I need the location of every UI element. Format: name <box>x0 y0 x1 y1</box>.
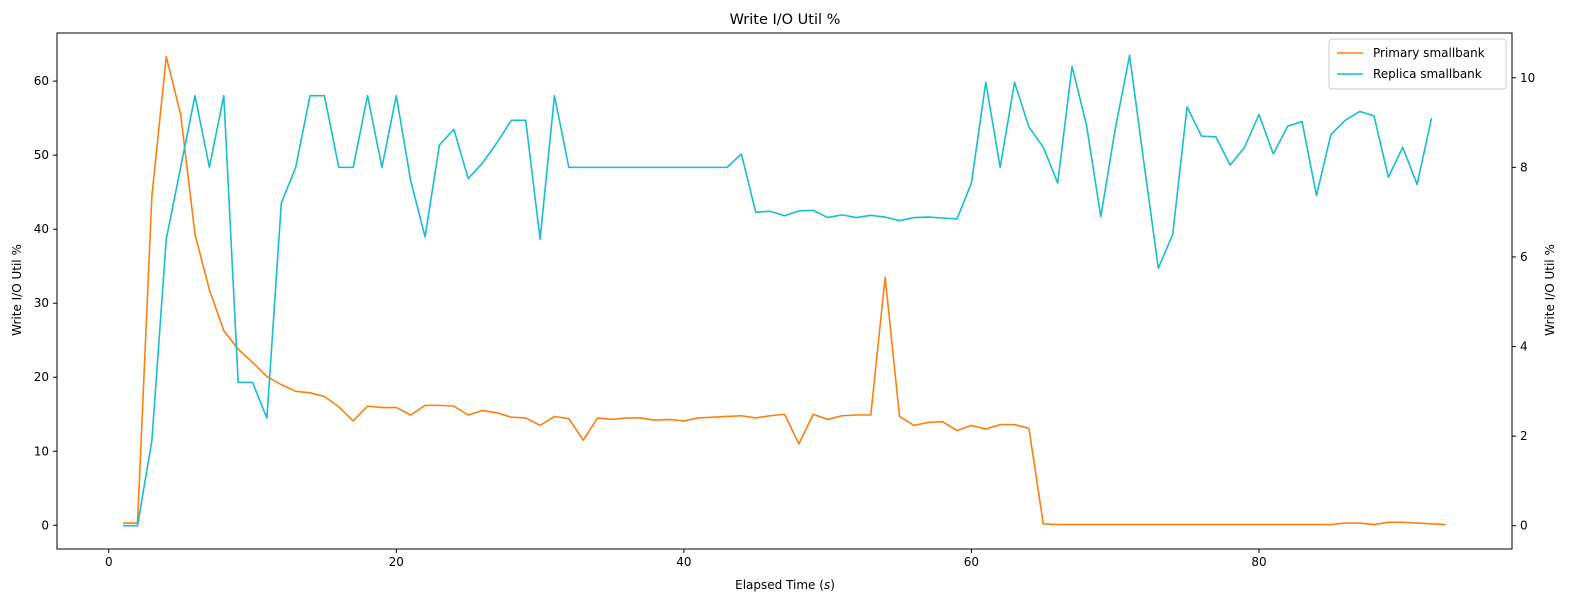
y-left-tick-label: 10 <box>34 444 49 458</box>
series-layer <box>123 54 1446 527</box>
y-axis-right-label: Write I/O Util % <box>1543 244 1557 336</box>
x-tick-label: 80 <box>1251 555 1266 569</box>
x-axis-label-variable: s <box>824 578 830 592</box>
legend-label: Primary smallbank <box>1373 46 1485 60</box>
y-left-tick-label: 0 <box>41 518 49 532</box>
y-axis-left-label: Write I/O Util % <box>10 244 24 336</box>
x-tick-label: 60 <box>964 555 979 569</box>
plot-frame <box>56 32 1513 550</box>
y-right-tick-label: 6 <box>1520 250 1528 264</box>
y-axis-left: 0 10 20 30 40 50 60 <box>34 74 57 532</box>
legend-box <box>1328 38 1507 90</box>
series-line-2 <box>123 54 1433 527</box>
y-right-tick-label: 8 <box>1520 160 1528 174</box>
legend: Primary smallbank Replica smallbank <box>1328 38 1507 90</box>
y-left-tick-label: 50 <box>34 148 49 162</box>
y-right-tick-label: 10 <box>1520 71 1535 85</box>
x-axis-label: Elapsed Time (s) <box>735 578 835 592</box>
y-left-tick-label: 30 <box>34 296 49 310</box>
x-tick-label: 40 <box>676 555 691 569</box>
legend-label: Replica smallbank <box>1373 67 1482 81</box>
y-right-tick-label: 2 <box>1520 429 1528 443</box>
series-line-1 <box>123 55 1446 526</box>
y-left-tick-label: 20 <box>34 370 49 384</box>
chart-title: Write I/O Util % <box>730 12 841 28</box>
x-tick-label: 0 <box>105 555 113 569</box>
y-axis-right: 0 2 4 6 8 10 <box>1512 71 1535 533</box>
y-right-tick-label: 4 <box>1520 340 1528 354</box>
y-left-tick-label: 60 <box>34 74 49 88</box>
y-left-tick-label: 40 <box>34 222 49 236</box>
y-right-tick-label: 0 <box>1520 519 1528 533</box>
x-tick-label: 20 <box>389 555 404 569</box>
x-axis-label-prefix: Elapsed Time ( <box>735 578 824 592</box>
x-axis-label-suffix: ) <box>830 578 835 592</box>
x-axis: 0 20 40 60 80 <box>105 549 1267 569</box>
